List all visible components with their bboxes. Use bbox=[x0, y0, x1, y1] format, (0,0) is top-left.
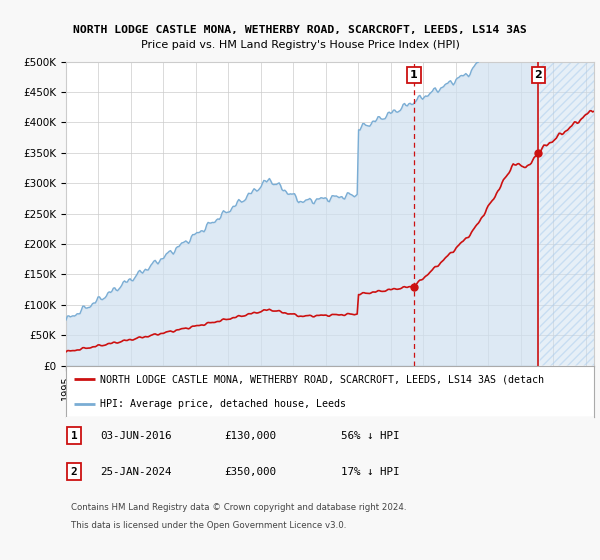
Text: 1: 1 bbox=[71, 431, 77, 441]
Text: Price paid vs. HM Land Registry's House Price Index (HPI): Price paid vs. HM Land Registry's House … bbox=[140, 40, 460, 50]
Text: £350,000: £350,000 bbox=[224, 466, 277, 477]
Text: 2: 2 bbox=[71, 466, 77, 477]
Text: NORTH LODGE CASTLE MONA, WETHERBY ROAD, SCARCROFT, LEEDS, LS14 3AS (detach: NORTH LODGE CASTLE MONA, WETHERBY ROAD, … bbox=[100, 374, 544, 384]
Text: 25-JAN-2024: 25-JAN-2024 bbox=[100, 466, 172, 477]
Text: 1: 1 bbox=[410, 70, 418, 80]
Text: £130,000: £130,000 bbox=[224, 431, 277, 441]
Text: Contains HM Land Registry data © Crown copyright and database right 2024.: Contains HM Land Registry data © Crown c… bbox=[71, 503, 407, 512]
Text: 17% ↓ HPI: 17% ↓ HPI bbox=[341, 466, 399, 477]
Text: 2: 2 bbox=[535, 70, 542, 80]
Text: NORTH LODGE CASTLE MONA, WETHERBY ROAD, SCARCROFT, LEEDS, LS14 3AS: NORTH LODGE CASTLE MONA, WETHERBY ROAD, … bbox=[73, 25, 527, 35]
Text: This data is licensed under the Open Government Licence v3.0.: This data is licensed under the Open Gov… bbox=[71, 521, 347, 530]
Text: 56% ↓ HPI: 56% ↓ HPI bbox=[341, 431, 399, 441]
Text: 03-JUN-2016: 03-JUN-2016 bbox=[100, 431, 172, 441]
Text: HPI: Average price, detached house, Leeds: HPI: Average price, detached house, Leed… bbox=[100, 399, 346, 409]
